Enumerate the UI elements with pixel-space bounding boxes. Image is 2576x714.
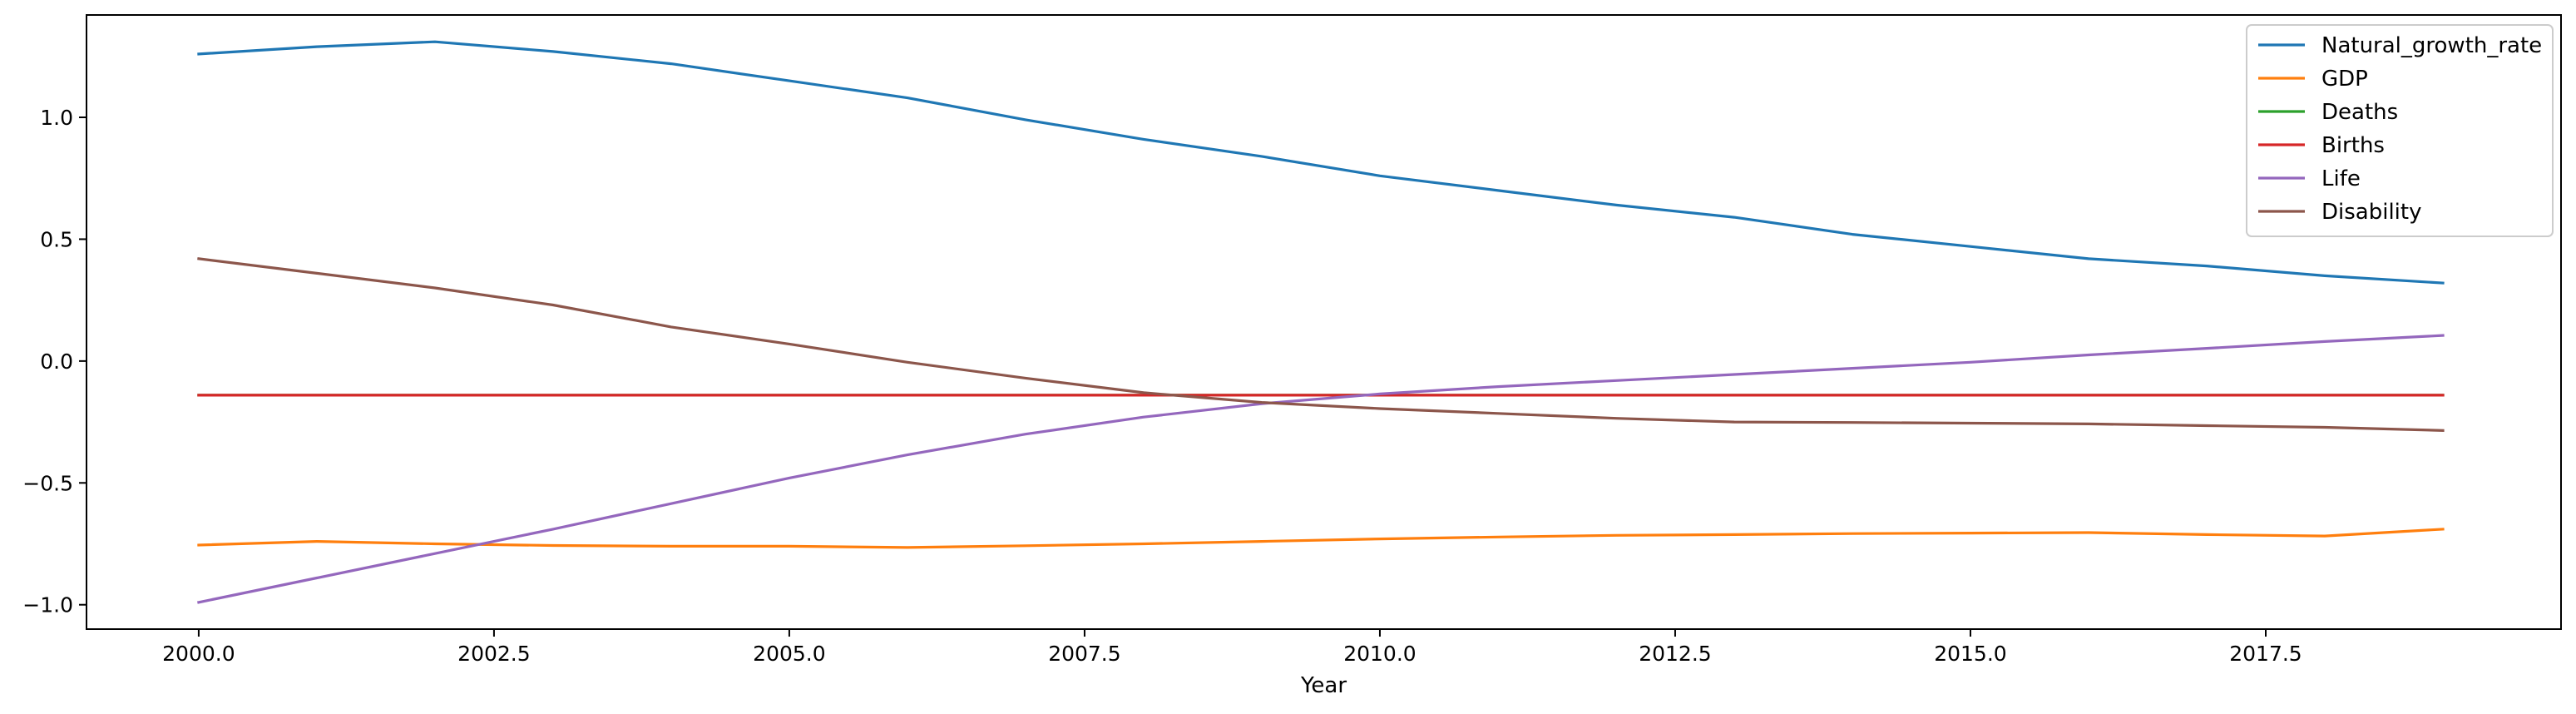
y-tick-label: 0.0	[40, 350, 73, 374]
legend-label: Natural_growth_rate	[2321, 33, 2542, 58]
x-tick-label: 2000.0	[162, 642, 235, 666]
legend-box	[2246, 24, 2554, 237]
y-axis: −1.0 −0.5 0.0 0.5 1.0	[22, 106, 87, 617]
legend-label: Life	[2321, 166, 2361, 191]
x-tick-label: 2005.0	[753, 642, 825, 666]
series-line-disability	[197, 257, 2445, 432]
x-tick-label: 2017.5	[2229, 642, 2302, 666]
x-axis: 2000.0 2002.5 2005.0 2007.5 2010.0 2012.5 2015…	[162, 629, 2302, 666]
y-tick-label: 0.5	[40, 227, 73, 251]
legend-label: GDP	[2321, 67, 2368, 92]
y-tick-label: 1.0	[40, 106, 73, 130]
series-line-life	[197, 334, 2445, 604]
x-tick-label: 2015.0	[1934, 642, 2006, 666]
plot-frame	[86, 14, 2562, 630]
series-line-natural-growth-rate	[197, 40, 2445, 285]
x-axis-label: Year	[1300, 673, 1347, 698]
x-tick-label: 2007.5	[1048, 642, 1120, 666]
legend: Natural_growth_rate GDP Deaths Births Life Di…	[2246, 24, 2554, 237]
legend-label: Births	[2321, 133, 2385, 158]
series-layer	[197, 40, 2445, 604]
x-tick-label: 2010.0	[1343, 642, 1416, 666]
series-line-gdp	[197, 528, 2445, 549]
x-tick-label: 2002.5	[457, 642, 530, 666]
x-tick-label: 2012.5	[1639, 642, 1711, 666]
y-tick-label: −1.0	[22, 593, 73, 617]
legend-label: Disability	[2321, 200, 2421, 225]
y-tick-label: −0.5	[22, 471, 73, 495]
legend-label: Deaths	[2321, 100, 2398, 125]
